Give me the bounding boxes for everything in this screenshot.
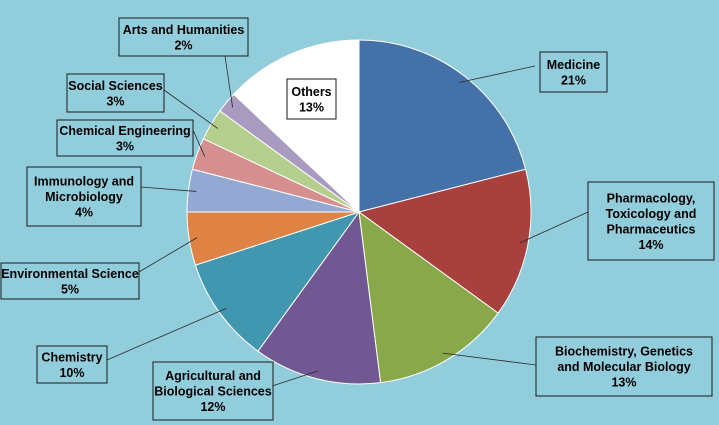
slice-category-label: Social Sciences [68, 79, 163, 93]
slice-category-label: Chemistry [41, 350, 102, 364]
label-box [152, 361, 274, 421]
slice-category-label: Medicine [547, 58, 601, 72]
slice-category-label: Biochemistry, Genetics [555, 345, 693, 359]
slice-percent-label: 13% [299, 100, 324, 114]
leader-line [224, 55, 234, 108]
leader-lines [106, 55, 589, 391]
leader-line [163, 89, 219, 129]
slice-percent-label: 21% [561, 73, 586, 87]
label-box [66, 73, 165, 113]
slice-category-label: Chemical Engineering [59, 124, 190, 138]
slice-percent-label: 2% [174, 38, 192, 52]
slice-category-label: Environmental Science [1, 267, 139, 281]
label-box [0, 262, 140, 300]
slice-percent-label: 12% [200, 400, 225, 414]
slice-category-label: Toxicology and [606, 207, 697, 221]
slice-category-label: Microbiology [45, 190, 123, 204]
slice-percent-label: 10% [59, 366, 84, 380]
leader-line [519, 211, 589, 244]
slice-category-label: Arts and Humanities [123, 23, 245, 37]
pie-slice-pharmacology-toxicology-and-pharmaceutics [357, 168, 532, 314]
pie-slice-chemistry [194, 211, 361, 352]
pie-slice-medicine [358, 39, 527, 213]
label-box [56, 119, 194, 157]
slice-percent-label: 3% [106, 94, 124, 108]
label-box [26, 166, 142, 227]
label-box [118, 17, 249, 57]
slice-percent-label: 3% [116, 139, 134, 153]
label-box [535, 336, 713, 397]
slice-category-label: Pharmaceutics [607, 222, 696, 236]
slice-category-label: Pharmacology, [607, 191, 696, 205]
label-box [539, 51, 608, 93]
leader-line [106, 308, 227, 361]
slice-percent-label: 13% [611, 376, 636, 390]
slice-category-label: Agricultural and [165, 369, 261, 383]
label-box [587, 181, 715, 261]
label-box [36, 345, 108, 384]
slice-category-label: and Molecular Biology [557, 360, 690, 374]
pie-slice-agricultural-and-biological-sciences [257, 210, 382, 385]
leader-line [140, 186, 197, 192]
pie-slices [186, 39, 532, 385]
slice-percent-label: 14% [638, 238, 663, 252]
slice-category-label: Biological Sciences [154, 385, 271, 399]
slice-percent-label: 4% [75, 206, 93, 220]
slice-percent-label: 5% [61, 282, 79, 296]
leader-line [192, 129, 206, 157]
label-box [286, 78, 337, 120]
leader-line [442, 352, 537, 366]
slice-category-label: Others [291, 85, 331, 99]
leader-line [459, 65, 536, 83]
leader-line [138, 237, 198, 273]
slice-category-label: Immunology and [34, 175, 134, 189]
pie-slice-biochemistry-genetics-and-molecular-biology [358, 210, 499, 384]
